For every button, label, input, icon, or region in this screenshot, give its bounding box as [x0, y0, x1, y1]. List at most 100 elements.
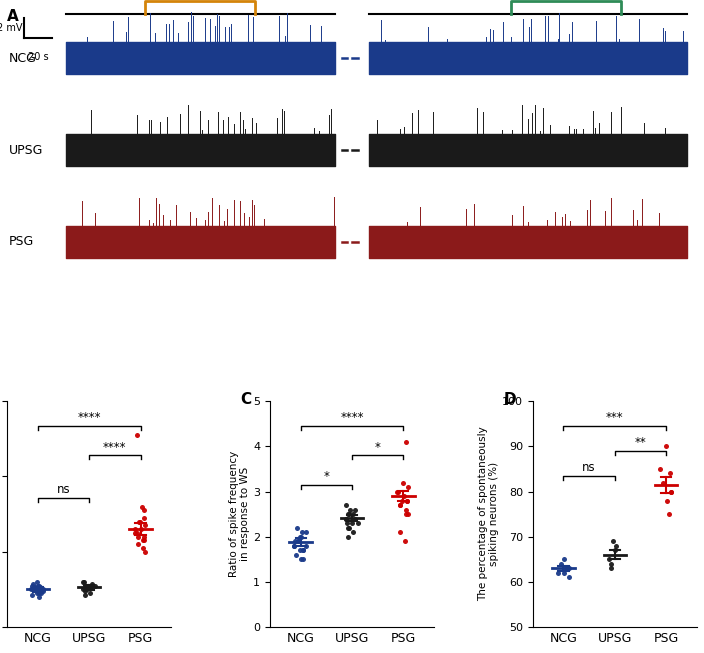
Point — [33, 588, 44, 598]
Point — [139, 513, 150, 523]
Point — [87, 581, 98, 591]
Point — [341, 513, 352, 524]
Point — [343, 522, 354, 533]
Point — [563, 563, 574, 573]
Point — [289, 541, 300, 551]
Point — [86, 579, 97, 589]
Text: 20 s: 20 s — [27, 52, 49, 63]
Point — [394, 527, 406, 537]
Point — [78, 577, 89, 587]
Point — [37, 586, 49, 596]
Text: ***: *** — [606, 411, 624, 424]
Point — [610, 545, 621, 556]
Point — [134, 517, 145, 527]
Point — [560, 563, 572, 573]
Point — [555, 558, 566, 569]
Point — [80, 582, 92, 593]
Point — [401, 504, 412, 515]
Point — [403, 509, 414, 519]
Point — [79, 584, 90, 594]
Point — [399, 536, 410, 547]
Point — [349, 504, 360, 515]
Point — [558, 567, 570, 578]
Point — [138, 535, 149, 546]
Point — [292, 536, 303, 547]
Point — [139, 535, 150, 546]
Point — [294, 545, 306, 556]
Point — [132, 532, 144, 542]
Point — [37, 584, 49, 594]
Text: *: * — [375, 441, 381, 454]
Point — [401, 496, 413, 506]
Point — [79, 582, 90, 593]
Point — [349, 513, 360, 524]
Point — [301, 541, 312, 551]
Point — [295, 532, 306, 542]
Point — [291, 522, 303, 533]
Point — [137, 543, 149, 553]
Point — [139, 520, 151, 531]
Point — [553, 567, 564, 578]
Point — [403, 482, 414, 492]
Text: ****: **** — [103, 441, 127, 454]
Point — [605, 558, 617, 569]
Point — [660, 441, 671, 452]
Point — [84, 588, 96, 598]
Point — [30, 582, 41, 593]
Text: A: A — [7, 9, 19, 24]
Point — [27, 579, 39, 589]
Point — [401, 496, 413, 506]
Point — [26, 584, 37, 594]
Point — [132, 528, 143, 538]
Point — [605, 563, 617, 573]
Point — [32, 588, 43, 598]
Point — [352, 518, 363, 528]
Point — [138, 505, 149, 516]
Point — [658, 477, 669, 488]
Text: ****: **** — [77, 411, 101, 424]
Point — [401, 437, 412, 447]
Point — [134, 517, 146, 527]
Point — [289, 536, 301, 547]
Y-axis label: The percentage of spontaneously
spiking neurons (%): The percentage of spontaneously spiking … — [477, 426, 499, 601]
Point — [132, 539, 144, 549]
Point — [138, 532, 149, 542]
Point — [297, 545, 308, 556]
Point — [26, 590, 37, 600]
Text: D: D — [503, 392, 516, 407]
Point — [665, 486, 677, 497]
Point — [82, 584, 93, 594]
Point — [84, 581, 96, 591]
Point — [137, 502, 148, 512]
Point — [292, 536, 303, 547]
Point — [80, 586, 91, 596]
Text: PSG: PSG — [8, 236, 34, 248]
Point — [342, 518, 353, 528]
Point — [30, 584, 41, 594]
Point — [395, 500, 406, 510]
Point — [340, 513, 351, 524]
Point — [558, 554, 570, 564]
Point — [33, 581, 44, 591]
Point — [392, 486, 403, 497]
Point — [661, 496, 672, 506]
Point — [78, 584, 89, 594]
Point — [132, 430, 143, 440]
Point — [394, 500, 406, 510]
Point — [33, 592, 44, 602]
Point — [401, 509, 412, 519]
Text: UPSG: UPSG — [8, 144, 43, 157]
Point — [301, 527, 312, 537]
Point — [655, 464, 666, 474]
Point — [665, 486, 677, 497]
Point — [608, 536, 619, 547]
Y-axis label: Ratio of spike frequency
in response to WS: Ratio of spike frequency in response to … — [229, 451, 250, 577]
Point — [397, 477, 408, 488]
Point — [664, 509, 675, 519]
Point — [84, 582, 95, 593]
Point — [343, 532, 354, 542]
Point — [344, 509, 355, 519]
Point — [603, 554, 615, 564]
Point — [346, 518, 358, 528]
Text: ns: ns — [57, 483, 70, 496]
